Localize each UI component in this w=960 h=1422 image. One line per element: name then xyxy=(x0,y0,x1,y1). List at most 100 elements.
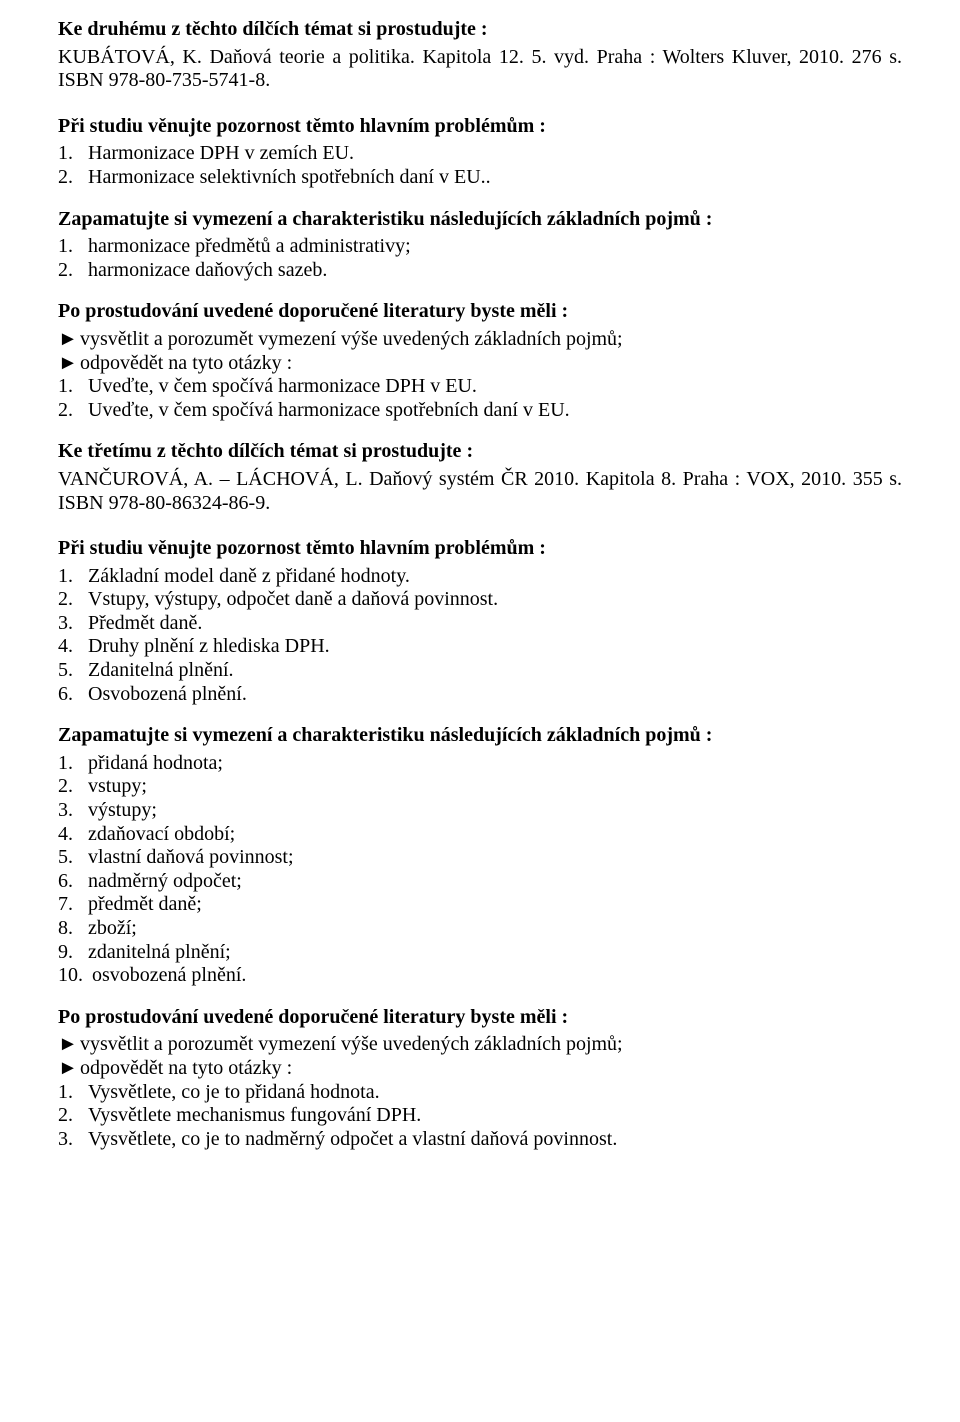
sec7-item-2: 2. vstupy; xyxy=(58,775,902,799)
sec3-heading: Zapamatujte si vymezení a charakteristik… xyxy=(58,208,902,232)
sec3-item-1: 1. harmonizace předmětů a administrativy… xyxy=(58,235,902,259)
list-text: předmět daně; xyxy=(88,893,902,917)
list-number: 2. xyxy=(58,588,88,612)
triangle-icon: ► xyxy=(58,328,80,352)
list-text: Vstupy, výstupy, odpočet daně a daňová p… xyxy=(88,588,902,612)
list-number: 6. xyxy=(58,870,88,894)
sec4-bullet-1: ► vysvětlit a porozumět vymezení výše uv… xyxy=(58,328,902,352)
list-number: 6. xyxy=(58,683,88,707)
sec6-item-2: 2. Vstupy, výstupy, odpočet daně a daňov… xyxy=(58,588,902,612)
list-text: nadměrný odpočet; xyxy=(88,870,902,894)
triangle-icon: ► xyxy=(58,352,80,376)
list-number: 2. xyxy=(58,259,88,283)
list-text: zboží; xyxy=(88,917,902,941)
bullet-text: odpovědět na tyto otázky : xyxy=(80,352,902,376)
sec6-item-5: 5. Zdanitelná plnění. xyxy=(58,659,902,683)
sec7-item-8: 8. zboží; xyxy=(58,917,902,941)
list-text: osvobozená plnění. xyxy=(92,964,902,988)
list-text: zdanitelná plnění; xyxy=(88,941,902,965)
sec8-bullet-1: ► vysvětlit a porozumět vymezení výše uv… xyxy=(58,1033,902,1057)
sec2-item-1: 1. Harmonizace DPH v zemích EU. xyxy=(58,142,902,166)
list-number: 2. xyxy=(58,166,88,190)
list-number: 3. xyxy=(58,1128,88,1152)
list-text: vstupy; xyxy=(88,775,902,799)
sec7-item-4: 4. zdaňovací období; xyxy=(58,823,902,847)
list-text: Zdanitelná plnění. xyxy=(88,659,902,683)
spacer xyxy=(58,422,902,440)
list-number: 2. xyxy=(58,399,88,423)
sec8-item-1: 1. Vysvětlete, co je to přidaná hodnota. xyxy=(58,1081,902,1105)
list-number: 5. xyxy=(58,659,88,683)
bullet-text: vysvětlit a porozumět vymezení výše uved… xyxy=(80,328,902,352)
sec7-item-3: 3. výstupy; xyxy=(58,799,902,823)
list-number: 1. xyxy=(58,752,88,776)
list-number: 5. xyxy=(58,846,88,870)
sec6-item-4: 4. Druhy plnění z hlediska DPH. xyxy=(58,635,902,659)
list-text: Harmonizace selektivních spotřebních dan… xyxy=(88,166,902,190)
sec7-item-5: 5. vlastní daňová povinnost; xyxy=(58,846,902,870)
list-text: Vysvětlete mechanismus fungování DPH. xyxy=(88,1104,902,1128)
list-text: přidaná hodnota; xyxy=(88,752,902,776)
bullet-text: vysvětlit a porozumět vymezení výše uved… xyxy=(80,1033,902,1057)
sec4-heading: Po prostudování uvedené doporučené liter… xyxy=(58,300,902,324)
spacer xyxy=(58,519,902,537)
list-text: harmonizace předmětů a administrativy; xyxy=(88,235,902,259)
list-number: 4. xyxy=(58,635,88,659)
spacer xyxy=(58,190,902,208)
list-number: 3. xyxy=(58,799,88,823)
list-text: Harmonizace DPH v zemích EU. xyxy=(88,142,902,166)
sec2-item-2: 2. Harmonizace selektivních spotřebních … xyxy=(58,166,902,190)
sec7-item-1: 1. přidaná hodnota; xyxy=(58,752,902,776)
spacer xyxy=(58,282,902,300)
list-text: harmonizace daňových sazeb. xyxy=(88,259,902,283)
sec8-bullet-2: ► odpovědět na tyto otázky : xyxy=(58,1057,902,1081)
sec3-item-2: 2. harmonizace daňových sazeb. xyxy=(58,259,902,283)
list-number: 8. xyxy=(58,917,88,941)
triangle-icon: ► xyxy=(58,1057,80,1081)
spacer xyxy=(58,988,902,1006)
sec4-item-1: 1. Uveďte, v čem spočívá harmonizace DPH… xyxy=(58,375,902,399)
sec5-heading: Ke třetímu z těchto dílčích témat si pro… xyxy=(58,440,902,464)
list-number: 1. xyxy=(58,565,88,589)
list-number: 4. xyxy=(58,823,88,847)
sec7-item-9: 9. zdanitelná plnění; xyxy=(58,941,902,965)
spacer xyxy=(58,706,902,724)
sec7-item-6: 6. nadměrný odpočet; xyxy=(58,870,902,894)
list-text: Uveďte, v čem spočívá harmonizace spotře… xyxy=(88,399,902,423)
list-text: zdaňovací období; xyxy=(88,823,902,847)
list-text: Uveďte, v čem spočívá harmonizace DPH v … xyxy=(88,375,902,399)
list-number: 3. xyxy=(58,612,88,636)
sec7-heading: Zapamatujte si vymezení a charakteristik… xyxy=(58,724,902,748)
sec6-item-6: 6. Osvobozená plnění. xyxy=(58,683,902,707)
list-text: výstupy; xyxy=(88,799,902,823)
list-text: Předmět daně. xyxy=(88,612,902,636)
list-number: 1. xyxy=(58,142,88,166)
list-number: 1. xyxy=(58,375,88,399)
list-number: 9. xyxy=(58,941,88,965)
sec5-reference: VANČUROVÁ, A. – LÁCHOVÁ, L. Daňový systé… xyxy=(58,468,902,515)
list-number: 7. xyxy=(58,893,88,917)
sec6-heading: Při studiu věnujte pozornost těmto hlavn… xyxy=(58,537,902,561)
sec7-item-10: 10. osvobozená plnění. xyxy=(58,964,902,988)
sec8-item-2: 2. Vysvětlete mechanismus fungování DPH. xyxy=(58,1104,902,1128)
list-number: 10. xyxy=(58,964,92,988)
sec1-heading: Ke druhému z těchto dílčích témat si pro… xyxy=(58,18,902,42)
sec8-item-3: 3. Vysvětlete, co je to nadměrný odpočet… xyxy=(58,1128,902,1152)
sec7-item-7: 7. předmět daně; xyxy=(58,893,902,917)
list-text: vlastní daňová povinnost; xyxy=(88,846,902,870)
list-number: 2. xyxy=(58,1104,88,1128)
sec4-bullet-2: ► odpovědět na tyto otázky : xyxy=(58,352,902,376)
sec8-heading: Po prostudování uvedené doporučené liter… xyxy=(58,1006,902,1030)
sec2-heading: Při studiu věnujte pozornost těmto hlavn… xyxy=(58,115,902,139)
spacer xyxy=(58,97,902,115)
bullet-text: odpovědět na tyto otázky : xyxy=(80,1057,902,1081)
list-text: Druhy plnění z hlediska DPH. xyxy=(88,635,902,659)
sec6-item-3: 3. Předmět daně. xyxy=(58,612,902,636)
list-text: Vysvětlete, co je to nadměrný odpočet a … xyxy=(88,1128,902,1152)
list-text: Základní model daně z přidané hodnoty. xyxy=(88,565,902,589)
sec1-reference: KUBÁTOVÁ, K. Daňová teorie a politika. K… xyxy=(58,46,902,93)
sec6-item-1: 1. Základní model daně z přidané hodnoty… xyxy=(58,565,902,589)
list-number: 2. xyxy=(58,775,88,799)
sec4-item-2: 2. Uveďte, v čem spočívá harmonizace spo… xyxy=(58,399,902,423)
list-text: Vysvětlete, co je to přidaná hodnota. xyxy=(88,1081,902,1105)
